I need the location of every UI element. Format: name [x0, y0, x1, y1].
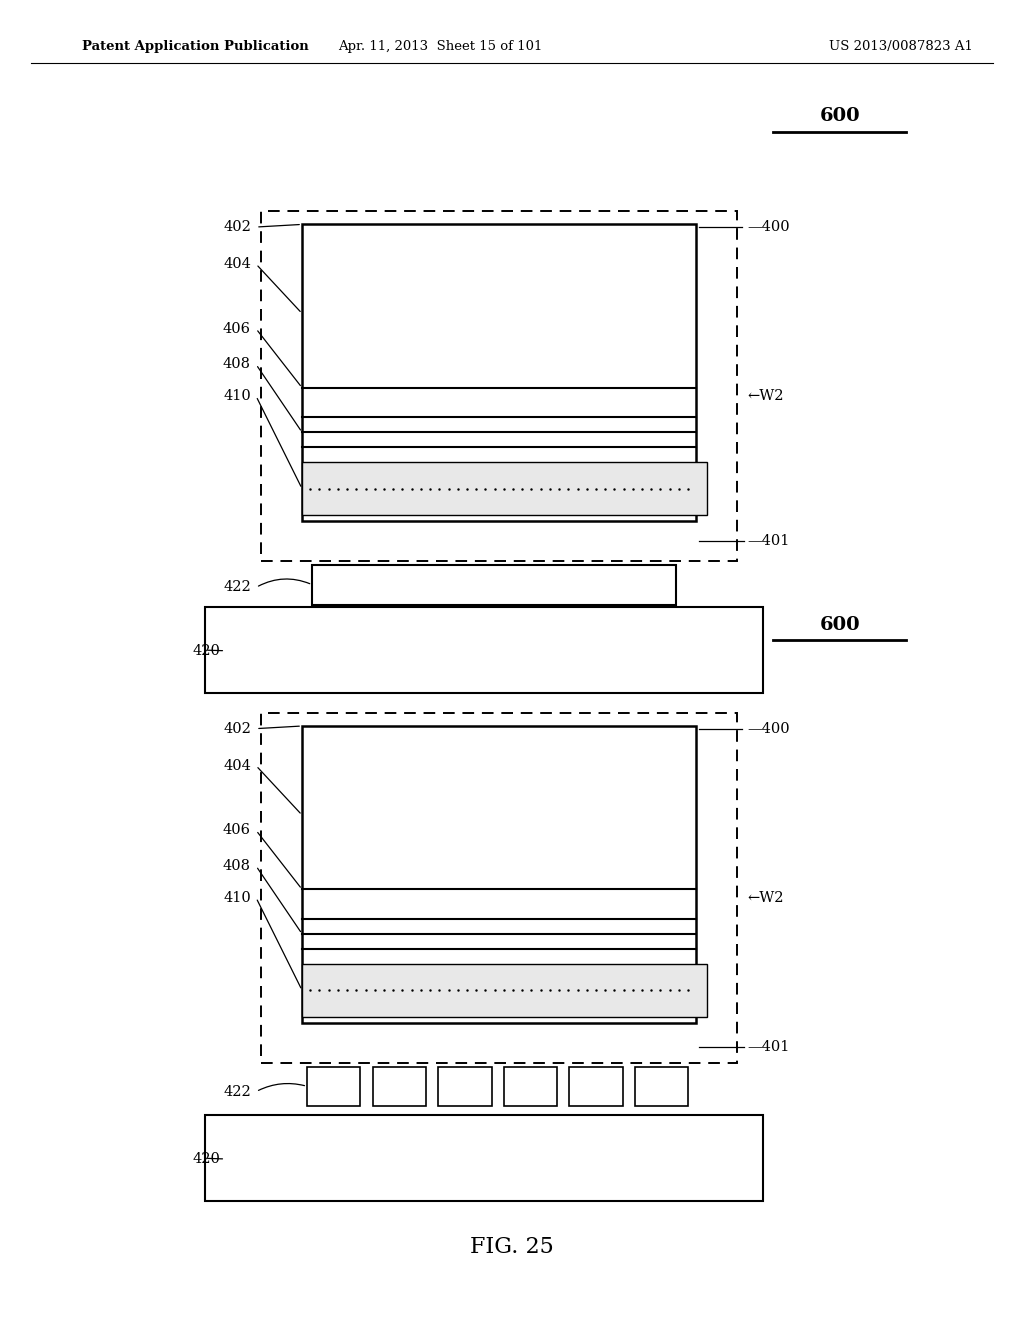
Text: Apr. 11, 2013  Sheet 15 of 101: Apr. 11, 2013 Sheet 15 of 101 [338, 40, 543, 53]
Text: —400: —400 [748, 220, 791, 234]
Bar [312, 565, 676, 605]
Text: Patent Application Publication: Patent Application Publication [82, 40, 308, 53]
Bar [302, 726, 696, 1023]
Text: ←W2: ←W2 [748, 389, 784, 403]
Text: —400: —400 [748, 722, 791, 735]
Bar [373, 1067, 426, 1106]
Text: 406: 406 [223, 824, 251, 837]
Bar [261, 211, 737, 561]
Bar [302, 964, 707, 1016]
Text: —401: —401 [748, 1040, 790, 1053]
Bar [635, 1067, 688, 1106]
Bar [307, 1067, 360, 1106]
Bar [438, 1067, 492, 1106]
Bar [302, 224, 696, 521]
Text: FIG. 25: FIG. 25 [470, 1237, 554, 1258]
Text: 410: 410 [223, 891, 251, 904]
Text: —401: —401 [748, 535, 790, 548]
Text: 410: 410 [223, 389, 251, 403]
Text: 422: 422 [223, 581, 251, 594]
Text: FIG. 24: FIG. 24 [470, 729, 554, 750]
Text: 420: 420 [193, 1152, 220, 1166]
Text: ←W2: ←W2 [748, 891, 784, 904]
Text: 408: 408 [223, 358, 251, 371]
Text: 408: 408 [223, 859, 251, 873]
Text: 600: 600 [819, 107, 860, 125]
Text: 402: 402 [223, 220, 251, 234]
Bar [205, 1115, 763, 1201]
Text: US 2013/0087823 A1: US 2013/0087823 A1 [828, 40, 973, 53]
Text: 600: 600 [819, 615, 860, 634]
Text: 420: 420 [193, 644, 220, 657]
Text: 404: 404 [223, 759, 251, 772]
Bar [261, 713, 737, 1063]
Text: 404: 404 [223, 257, 251, 271]
Bar [569, 1067, 623, 1106]
Text: 422: 422 [223, 1085, 251, 1098]
Bar [205, 607, 763, 693]
Text: 406: 406 [223, 322, 251, 335]
Bar [504, 1067, 557, 1106]
Text: 402: 402 [223, 722, 251, 735]
Bar [302, 462, 707, 516]
